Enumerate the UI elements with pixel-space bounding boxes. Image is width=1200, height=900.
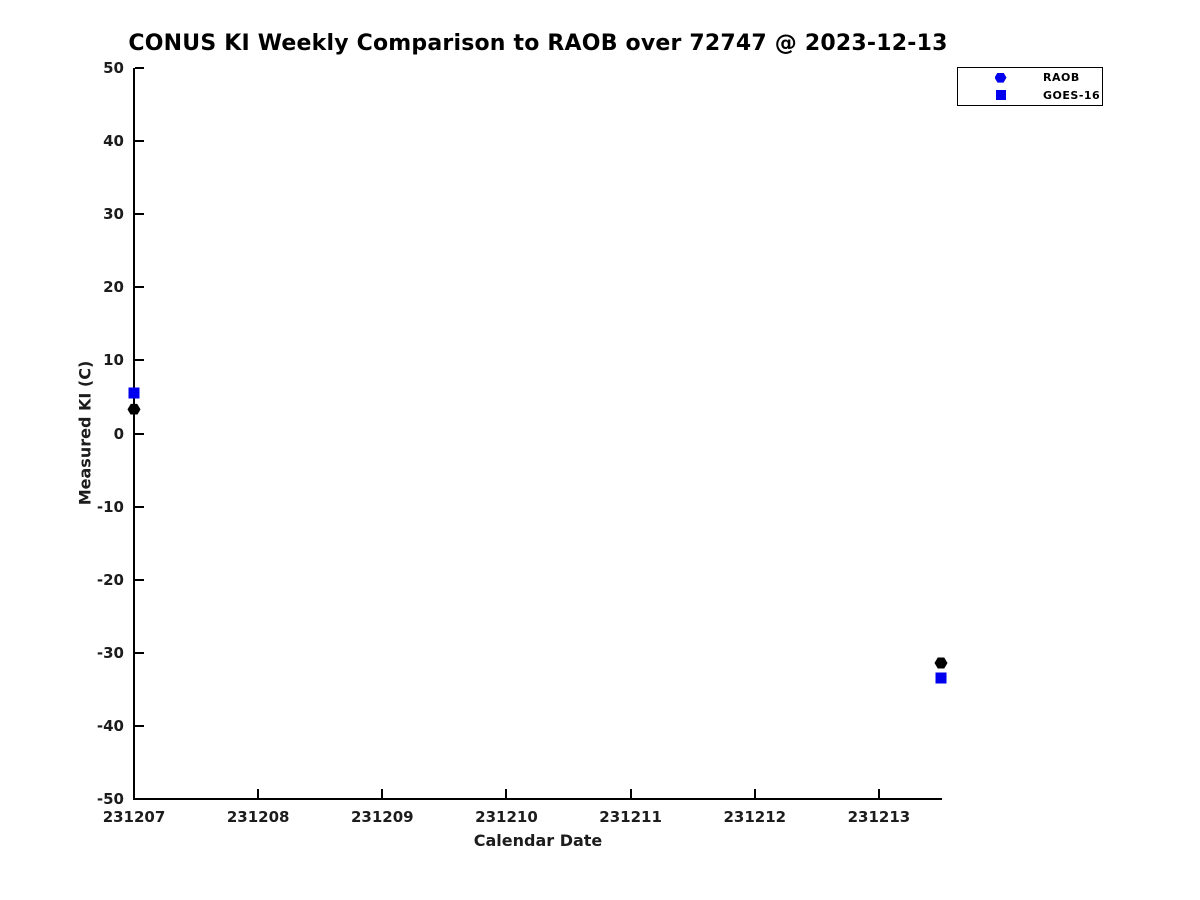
data-point-goes-16	[935, 672, 947, 684]
y-tick-mark	[135, 798, 144, 800]
x-axis	[133, 798, 942, 800]
x-tick-mark	[877, 789, 880, 798]
data-point-goes-16	[128, 387, 140, 399]
y-tick-mark	[135, 359, 144, 362]
legend-label: RAOB	[1043, 71, 1080, 85]
y-tick-mark	[135, 432, 144, 435]
y-tick-label: 50	[103, 59, 124, 77]
data-point-raob	[127, 403, 141, 415]
y-tick-label: 10	[103, 351, 124, 370]
x-tick-label: 231208	[226, 808, 290, 826]
x-tick-label: 231209	[350, 808, 414, 826]
y-tick-label: 0	[113, 424, 124, 443]
y-tick-mark	[135, 67, 144, 69]
x-tick-mark	[381, 789, 384, 798]
legend-marker-cell	[958, 72, 1043, 83]
y-tick-label: -30	[96, 643, 124, 662]
x-tick-mark	[629, 789, 632, 798]
y-tick-mark	[135, 651, 144, 654]
y-tick-label: -20	[96, 570, 124, 589]
legend: RAOB GOES-16	[957, 67, 1103, 106]
hexagon-icon	[994, 72, 1007, 83]
y-tick-label: -50	[96, 790, 124, 808]
y-tick-label: -40	[96, 716, 124, 735]
legend-marker-cell	[958, 90, 1043, 101]
y-tick-label: 40	[103, 132, 124, 151]
y-tick-mark	[135, 578, 144, 581]
x-tick-label: 231213	[847, 808, 911, 826]
x-tick-mark	[257, 789, 260, 798]
x-tick-label: 231207	[102, 808, 166, 826]
y-tick-mark	[135, 213, 144, 216]
plot-area	[127, 67, 948, 800]
y-tick-mark	[135, 724, 144, 727]
x-tick-mark	[133, 789, 135, 798]
legend-item-goes-16: GOES-16	[958, 87, 1102, 103]
x-axis-label: Calendar Date	[473, 831, 603, 850]
square-icon	[995, 90, 1006, 101]
x-tick-label: 231211	[599, 808, 662, 826]
y-axis	[133, 68, 135, 800]
x-tick-mark	[753, 789, 756, 798]
y-tick-mark	[135, 505, 144, 508]
x-tick-label: 231210	[475, 808, 538, 826]
y-tick-label: 30	[103, 205, 124, 224]
chart-title: CONUS KI Weekly Comparison to RAOB over …	[128, 31, 948, 56]
y-tick-mark	[135, 140, 144, 143]
x-tick-mark	[505, 789, 508, 798]
legend-label: GOES-16	[1043, 88, 1101, 102]
y-tick-mark	[135, 286, 144, 289]
y-tick-label: 20	[103, 278, 124, 297]
data-point-raob	[934, 657, 948, 669]
x-tick-label: 231212	[723, 808, 787, 826]
legend-item-raob: RAOB	[958, 70, 1102, 86]
y-tick-label: -10	[96, 497, 124, 516]
